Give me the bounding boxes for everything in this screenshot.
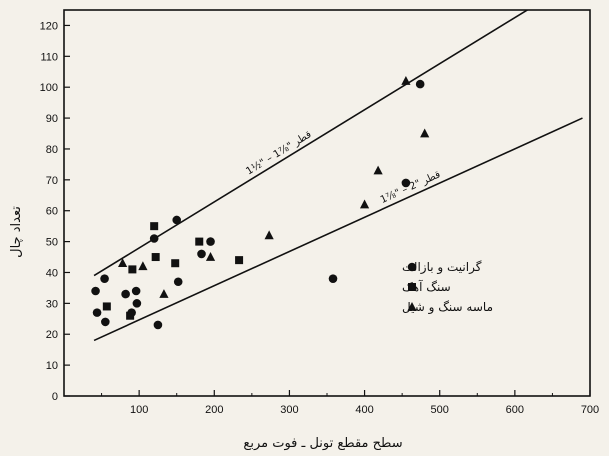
y-tick-label: 60 [46, 206, 58, 218]
legend-marker [407, 302, 417, 311]
legend-label: گرانیت و بازالت [402, 260, 482, 275]
x-tick-label: 200 [205, 404, 223, 416]
y-tick-label: 30 [46, 298, 58, 310]
data-point [401, 76, 411, 85]
legend-label: ماسه سنگ و شیل [402, 300, 493, 315]
data-point [121, 289, 130, 299]
data-point [172, 215, 182, 225]
legend: گرانیت و بازالت سنگ آهک ماسه سنگ و شیل [402, 260, 493, 315]
data-point [149, 234, 159, 243]
data-point [206, 237, 215, 246]
plot-frame [63, 9, 591, 397]
x-tick-label: 700 [581, 404, 599, 416]
y-tick-label: 70 [46, 175, 58, 187]
y-axis-title: تعداد چال [9, 206, 24, 258]
data-point [401, 178, 411, 188]
data-point [328, 274, 338, 283]
data-point [126, 311, 135, 320]
data-point [373, 165, 383, 175]
data-point [101, 317, 110, 327]
data-point [235, 256, 244, 265]
legend-marker [407, 262, 417, 272]
data-point [100, 274, 109, 283]
data-point [150, 222, 159, 231]
x-tick-label: 400 [355, 404, 373, 416]
y-tick-label: 90 [46, 113, 58, 125]
data-point [420, 128, 430, 138]
x-tick-label: 600 [506, 404, 524, 416]
data-point [131, 286, 141, 296]
data-point [138, 261, 148, 271]
legend-marker [408, 283, 416, 291]
data-point [128, 265, 137, 274]
data-points [91, 76, 430, 330]
y-tick-label: 40 [46, 267, 58, 279]
data-point [132, 299, 142, 308]
y-tick-label: 120 [40, 20, 58, 32]
data-point [159, 289, 169, 298]
data-point [118, 258, 128, 268]
axes: 0 10 20 30 40 50 60 70 80 90 100 110 120 100 200 300 400… [40, 9, 599, 416]
data-point [197, 249, 206, 259]
x-tick-label: 100 [130, 404, 148, 416]
y-tick-label: 0 [52, 391, 58, 403]
x-tick-label: 300 [280, 404, 298, 416]
y-tick-label: 110 [40, 51, 58, 63]
y-tick-label: 50 [46, 237, 58, 249]
legend-label: سنگ آهک [402, 279, 451, 294]
y-tick-label: 100 [40, 82, 58, 94]
trend-line-label: 1⅞" – 2" قطر [379, 169, 443, 206]
trend-line [93, 10, 529, 277]
y-tick-label: 20 [46, 329, 58, 341]
data-point [173, 277, 183, 287]
x-axis-title: سطح مقطع تونل ـ فوت مربع [243, 436, 402, 451]
data-point [102, 302, 111, 311]
data-point [92, 308, 102, 317]
data-point [264, 230, 274, 240]
data-point [205, 252, 216, 261]
data-point [151, 253, 160, 262]
data-point [195, 237, 204, 246]
trend-lines: 1½" – 1⅞" قطر 1⅞" – 2" قطر [93, 10, 583, 342]
y-tick-label: 10 [46, 360, 58, 372]
data-point [91, 286, 100, 296]
y-tick-label: 80 [46, 144, 58, 156]
data-point [153, 320, 163, 330]
data-point [359, 199, 370, 209]
trend-line-label: 1½" – 1⅞" قطر [244, 128, 314, 177]
trend-line [93, 117, 583, 342]
data-point [415, 79, 425, 89]
x-tick-label: 500 [431, 404, 449, 416]
data-point [171, 259, 180, 268]
